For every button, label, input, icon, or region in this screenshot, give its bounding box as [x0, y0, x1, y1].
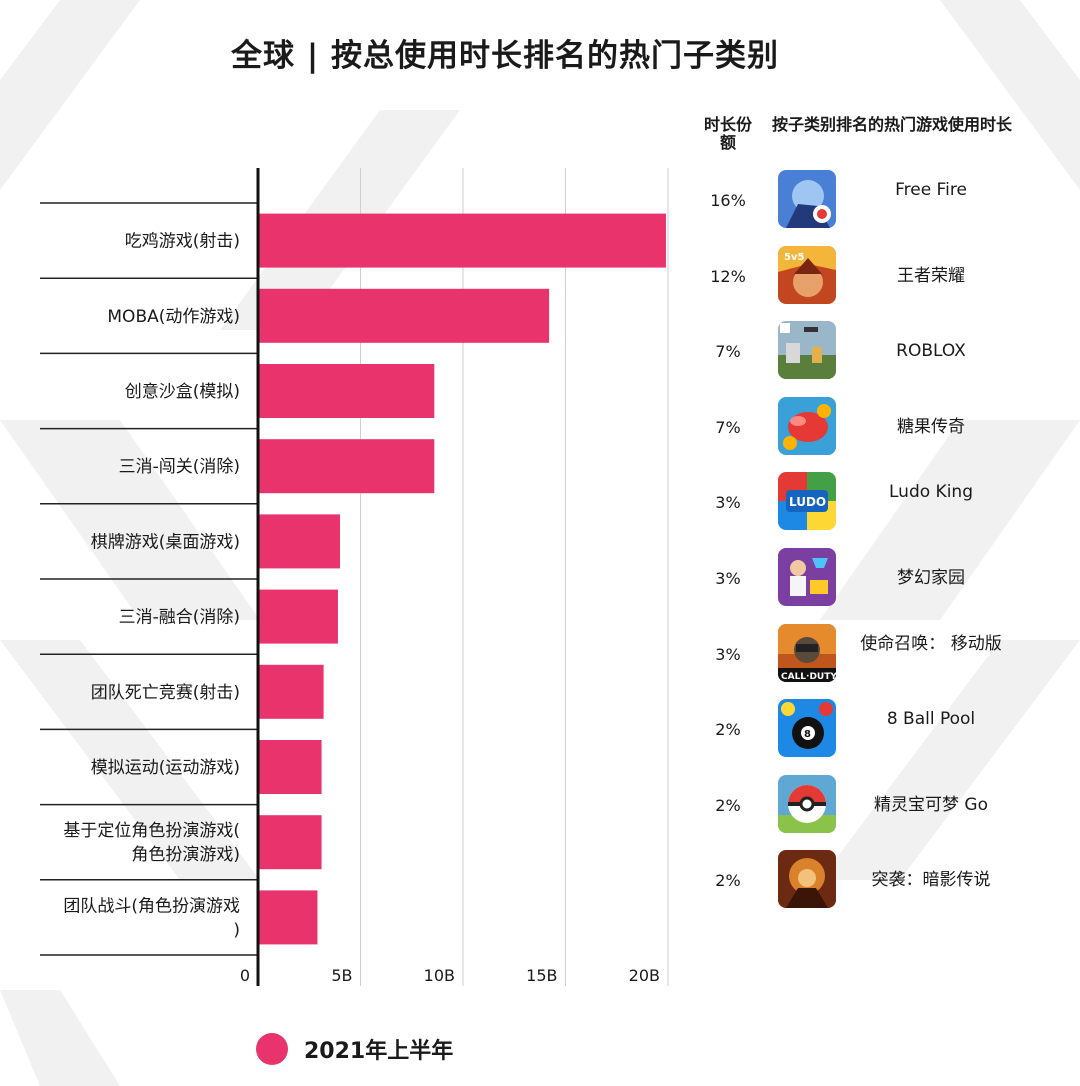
8-ball-pool-icon: 8 [778, 699, 836, 758]
share-value: 12% [710, 266, 746, 286]
category-label: 团队战斗(角色扮演游戏) [63, 896, 240, 940]
share-value: 3% [715, 569, 741, 588]
category-label: 棋牌游戏(桌面游戏) [91, 532, 240, 552]
x-tick-labels: 0 5B 10B 15B 20B [240, 966, 660, 985]
share-value: 2% [715, 795, 741, 815]
category-label: MOBA(动作游戏) [107, 307, 240, 327]
share-value: 3% [715, 493, 741, 513]
game-name: Free Fire [895, 180, 967, 200]
bar [259, 890, 318, 945]
svg-text:CALL·DUTY: CALL·DUTY [781, 672, 836, 682]
legend: 2021年上半年 [256, 1032, 453, 1066]
share-column-header: 时长份额 [703, 115, 752, 152]
share-value: 2% [715, 720, 741, 740]
pokemon-go-icon [778, 774, 836, 833]
legend-label: 2021年上半年 [304, 1039, 454, 1064]
game-name: 糖果传奇 [897, 416, 965, 437]
game-name: 梦幻家园 [897, 568, 965, 588]
share-value: 16% [710, 191, 746, 210]
roblox-icon [778, 321, 836, 380]
candy-crush-icon [778, 396, 836, 455]
game-name: Ludo King [889, 482, 973, 503]
category-label: 团队死亡竞赛(射击) [91, 682, 240, 703]
homescapes-icon [778, 548, 836, 606]
call-of-duty-icon: CALL·DUTY [778, 623, 836, 682]
game-name: 8 Ball Pool [886, 709, 976, 730]
bar [259, 589, 338, 644]
bars [259, 213, 666, 945]
x-tick-label: 20B [629, 966, 660, 985]
bar [259, 514, 340, 569]
share-value: 7% [715, 417, 741, 437]
svg-text:5v5: 5v5 [784, 252, 804, 263]
bar [259, 439, 435, 494]
share-value: 3% [715, 644, 741, 664]
svg-text:LUDO: LUDO [789, 495, 826, 509]
bar [259, 213, 666, 268]
bar [259, 815, 322, 870]
bar [259, 364, 435, 418]
x-tick-label: 15B [526, 966, 557, 985]
share-value: 2% [715, 871, 741, 891]
x-tick-label: 0 [240, 966, 250, 985]
category-label: 模拟运动(运动游戏) [91, 758, 240, 778]
game-name: 使命召唤： 移动版 [860, 633, 1002, 654]
x-tick-label: 5B [331, 966, 352, 985]
bar [259, 664, 324, 719]
category-label: 吃鸡游戏(射击) [125, 232, 240, 252]
category-separators [40, 202, 258, 956]
game-column-header: 按子类别排名的热门游戏使用时长 [772, 115, 1013, 134]
category-label: 三消-融合(消除) [119, 608, 240, 628]
raid-shadow-legends-icon [778, 850, 836, 909]
legend-swatch [256, 1033, 288, 1065]
honor-of-kings-icon: 5v5 [778, 245, 836, 304]
share-value: 7% [715, 342, 741, 362]
chart-title: 全球 | 按总使用时长排名的热门子类别 [231, 38, 779, 74]
category-label: 基于定位角色扮演游戏(角色扮演游戏) [63, 821, 240, 865]
game-name: 精灵宝可梦 Go [874, 794, 988, 815]
game-name: ROBLOX [896, 341, 966, 362]
game-name: 王者荣耀 [897, 265, 965, 286]
free-fire-icon [778, 170, 836, 228]
category-labels: 吃鸡游戏(射击) MOBA(动作游戏) 创意沙盒(模拟) 三消-闯关(消除) 棋牌游戏(… [63, 232, 240, 941]
category-label: 创意沙盒(模拟) [125, 382, 240, 402]
bar [259, 740, 322, 794]
ludo-king-icon: LUDO [778, 472, 836, 531]
x-tick-label: 10B [424, 966, 455, 985]
game-name: 突袭：暗影传说 [871, 870, 991, 891]
bar [259, 288, 550, 343]
category-label: 三消-闯关(消除) [119, 457, 240, 477]
svg-text:8: 8 [804, 729, 811, 740]
